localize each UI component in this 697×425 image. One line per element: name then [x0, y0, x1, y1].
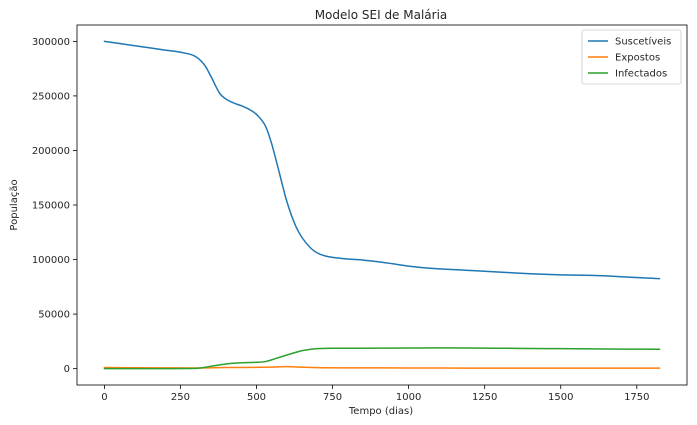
x-tick-label: 500 [247, 392, 266, 403]
x-tick-label: 250 [171, 392, 190, 403]
series-line-infectados [103, 347, 661, 370]
y-axis: 0 50000 100000 150000 200000 250000 300000 [32, 37, 77, 375]
x-tick-label: 0 [101, 392, 107, 403]
x-tick-label: 1500 [548, 392, 573, 403]
y-tick-label: 250000 [32, 91, 70, 102]
y-tick-label: 50000 [38, 310, 70, 321]
y-tick-label: 150000 [32, 201, 70, 212]
chart-title: Modelo SEI de Malária [315, 8, 448, 22]
x-tick-label: 1750 [624, 392, 649, 403]
x-axis-label: Tempo (dias) [348, 406, 413, 417]
x-tick-label: 1250 [472, 392, 497, 403]
x-tick-label: 1000 [396, 392, 421, 403]
x-tick-label: 750 [323, 392, 342, 403]
legend-label: Expostos [615, 53, 660, 64]
series-line-suscetiveis [103, 40, 661, 280]
y-tick-label: 100000 [32, 255, 70, 266]
plot-lines [103, 40, 661, 370]
legend-label: Infectados [615, 69, 667, 80]
legend-label: Suscetíveis [615, 36, 671, 48]
y-tick-label: 300000 [32, 37, 70, 48]
y-axis-label: População [9, 179, 20, 230]
y-tick-label: 0 [64, 364, 70, 375]
x-axis: 0 250 500 750 1000 1250 1500 1750 [101, 385, 650, 403]
legend-box [581, 29, 682, 85]
legend: Suscetíveis Expostos Infectados [581, 29, 682, 85]
y-tick-label: 200000 [32, 146, 70, 157]
